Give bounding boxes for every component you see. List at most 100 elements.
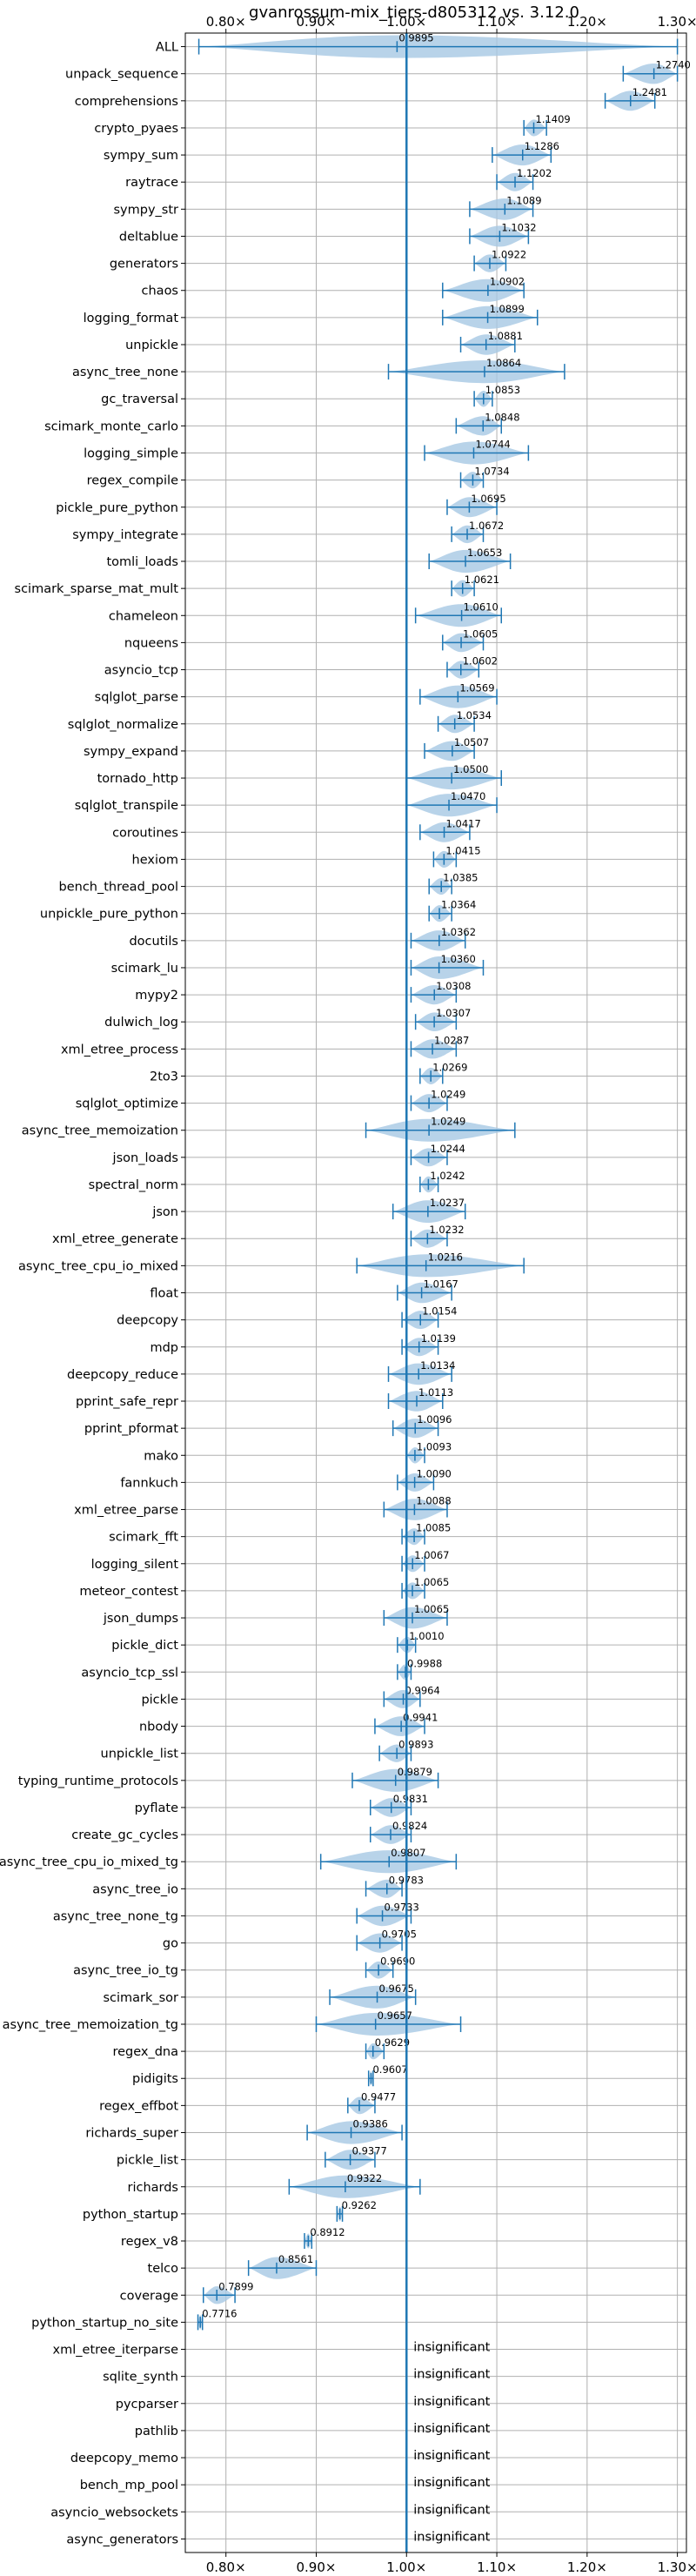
benchmark-label: coroutines (112, 826, 178, 840)
benchmark-label: ALL (156, 41, 178, 55)
benchmark-label: deepcopy_reduce (67, 1368, 178, 1382)
benchmark-label: async_tree_none_tg (53, 1909, 178, 1923)
value-label: 1.0417 (446, 817, 481, 829)
value-label: 1.0470 (451, 790, 485, 802)
value-label: 1.0853 (485, 384, 520, 396)
benchmark-label: pickle (141, 1693, 178, 1707)
benchmark-label: pickle_pure_python (56, 501, 178, 515)
benchmark-label: sympy_sum (104, 149, 178, 163)
insignificant-label: insignificant (413, 2503, 490, 2517)
benchmark-label: xml_etree_generate (52, 1232, 178, 1246)
value-label: 0.7716 (202, 2307, 237, 2319)
x-tick-label-bottom: 1.00× (386, 2559, 426, 2575)
benchmark-label: async_tree_memoization (22, 1124, 178, 1138)
value-label: 0.9607 (372, 2063, 407, 2076)
benchmark-label: generators (110, 258, 178, 272)
value-label: 1.0881 (488, 330, 523, 342)
benchmark-label: sqlglot_transpile (75, 799, 178, 813)
benchmark-label: sympy_str (114, 203, 179, 217)
benchmark-label: regex_dna (112, 2045, 178, 2059)
value-label: 1.0216 (428, 1251, 463, 1263)
value-label: 0.9733 (385, 1901, 419, 1913)
value-label: 0.9941 (403, 1712, 438, 1724)
x-tick-label-top: 1.30× (658, 14, 696, 30)
value-label: 1.0139 (421, 1332, 456, 1345)
chart-title: gvanrossum-mix_tiers-d805312 vs. 3.12.0 (249, 3, 579, 22)
benchmark-label: spectral_norm (89, 1178, 178, 1192)
benchmark-label: scimark_fft (109, 1531, 178, 1545)
benchmark-label: bench_thread_pool (59, 881, 178, 895)
value-label: 0.9690 (380, 1955, 415, 1968)
benchmark-label: mdp (150, 1341, 178, 1355)
benchmark-label: deepcopy (117, 1314, 178, 1328)
value-label: 1.0090 (417, 1467, 452, 1479)
value-label: 1.0237 (430, 1197, 465, 1209)
benchmark-label: regex_v8 (121, 2235, 178, 2249)
value-label: 1.0134 (420, 1359, 455, 1372)
benchmark-label: typing_runtime_protocols (18, 1774, 178, 1788)
value-label: 1.0287 (434, 1034, 469, 1046)
benchmark-label: docutils (129, 935, 178, 949)
value-label: 1.0744 (475, 439, 510, 451)
value-label: 0.8561 (278, 2253, 313, 2265)
x-tick-label-bottom: 0.80× (206, 2559, 246, 2575)
value-label: 1.0602 (463, 655, 498, 667)
benchmark-label: telco (148, 2262, 179, 2276)
benchmark-label: asyncio_tcp (104, 664, 178, 678)
value-label: 1.0010 (409, 1630, 444, 1642)
benchmark-label: create_gc_cycles (71, 1828, 178, 1842)
value-label: 1.0065 (414, 1576, 449, 1588)
value-label: 1.1089 (506, 194, 541, 206)
benchmark-label: meteor_contest (79, 1585, 178, 1599)
benchmark-label: pickle_list (117, 2154, 178, 2168)
x-tick-label-top: 0.90× (297, 14, 337, 30)
benchmark-label: scimark_lu (111, 962, 178, 976)
value-label: 0.9629 (375, 2036, 410, 2049)
benchmark-label: json_dumps (103, 1612, 178, 1626)
benchmark-label: tomli_loads (106, 555, 178, 569)
value-label: 1.0385 (443, 872, 478, 884)
benchmark-label: raytrace (125, 176, 178, 190)
benchmark-label: unpickle_list (101, 1748, 179, 1761)
value-label: 1.0364 (441, 899, 476, 911)
benchmark-label: unpickle (125, 339, 178, 352)
value-label: 1.0360 (441, 953, 476, 965)
benchmark-label: chaos (142, 285, 178, 299)
value-label: 0.9705 (382, 1929, 417, 1941)
insignificant-label: insignificant (413, 2449, 490, 2463)
benchmark-label: pickle_dict (111, 1639, 178, 1653)
value-label: 1.0088 (416, 1495, 451, 1507)
benchmark-label: fannkuch (120, 1476, 178, 1490)
benchmark-label: comprehensions (75, 95, 178, 109)
category-labels: ALL unpack_sequence comprehensions crypto_p… (0, 41, 178, 2547)
benchmark-label: scimark_monte_carlo (44, 419, 178, 433)
grid-lines (185, 33, 686, 2553)
value-label: 1.0269 (432, 1061, 467, 1073)
value-label: 1.0902 (490, 276, 525, 288)
x-tick-label-bottom: 1.10× (477, 2559, 517, 2575)
value-label: 1.0232 (429, 1224, 464, 1236)
benchmark-label: hexiom (132, 853, 178, 867)
value-label: 1.0653 (467, 547, 502, 559)
value-label: 1.0569 (459, 682, 494, 694)
benchmark-label: crypto_pyaes (94, 122, 178, 136)
benchmark-label: mako (144, 1449, 178, 1463)
benchmark-label: go (163, 1937, 178, 1951)
benchmark-label: coverage (120, 2289, 178, 2303)
value-label: 1.0113 (418, 1386, 453, 1399)
value-label: 1.2740 (656, 59, 691, 71)
benchmark-label: unpickle_pure_python (40, 908, 178, 922)
benchmark-label: sqlglot_parse (95, 691, 178, 705)
value-label: 1.0249 (431, 1089, 465, 1101)
value-label: 1.0154 (422, 1305, 457, 1318)
benchmark-label: asyncio_websockets (50, 2506, 178, 2519)
value-label: 0.9675 (379, 1982, 414, 1995)
value-label: 1.0610 (464, 600, 499, 613)
value-label: 0.9893 (398, 1739, 433, 1751)
value-label: 1.0096 (417, 1413, 452, 1426)
benchmark-label: scimark_sor (103, 1991, 178, 2005)
benchmark-label: pprint_safe_repr (76, 1395, 178, 1409)
benchmark-label: chameleon (109, 609, 178, 623)
value-label: 1.0621 (465, 574, 499, 586)
